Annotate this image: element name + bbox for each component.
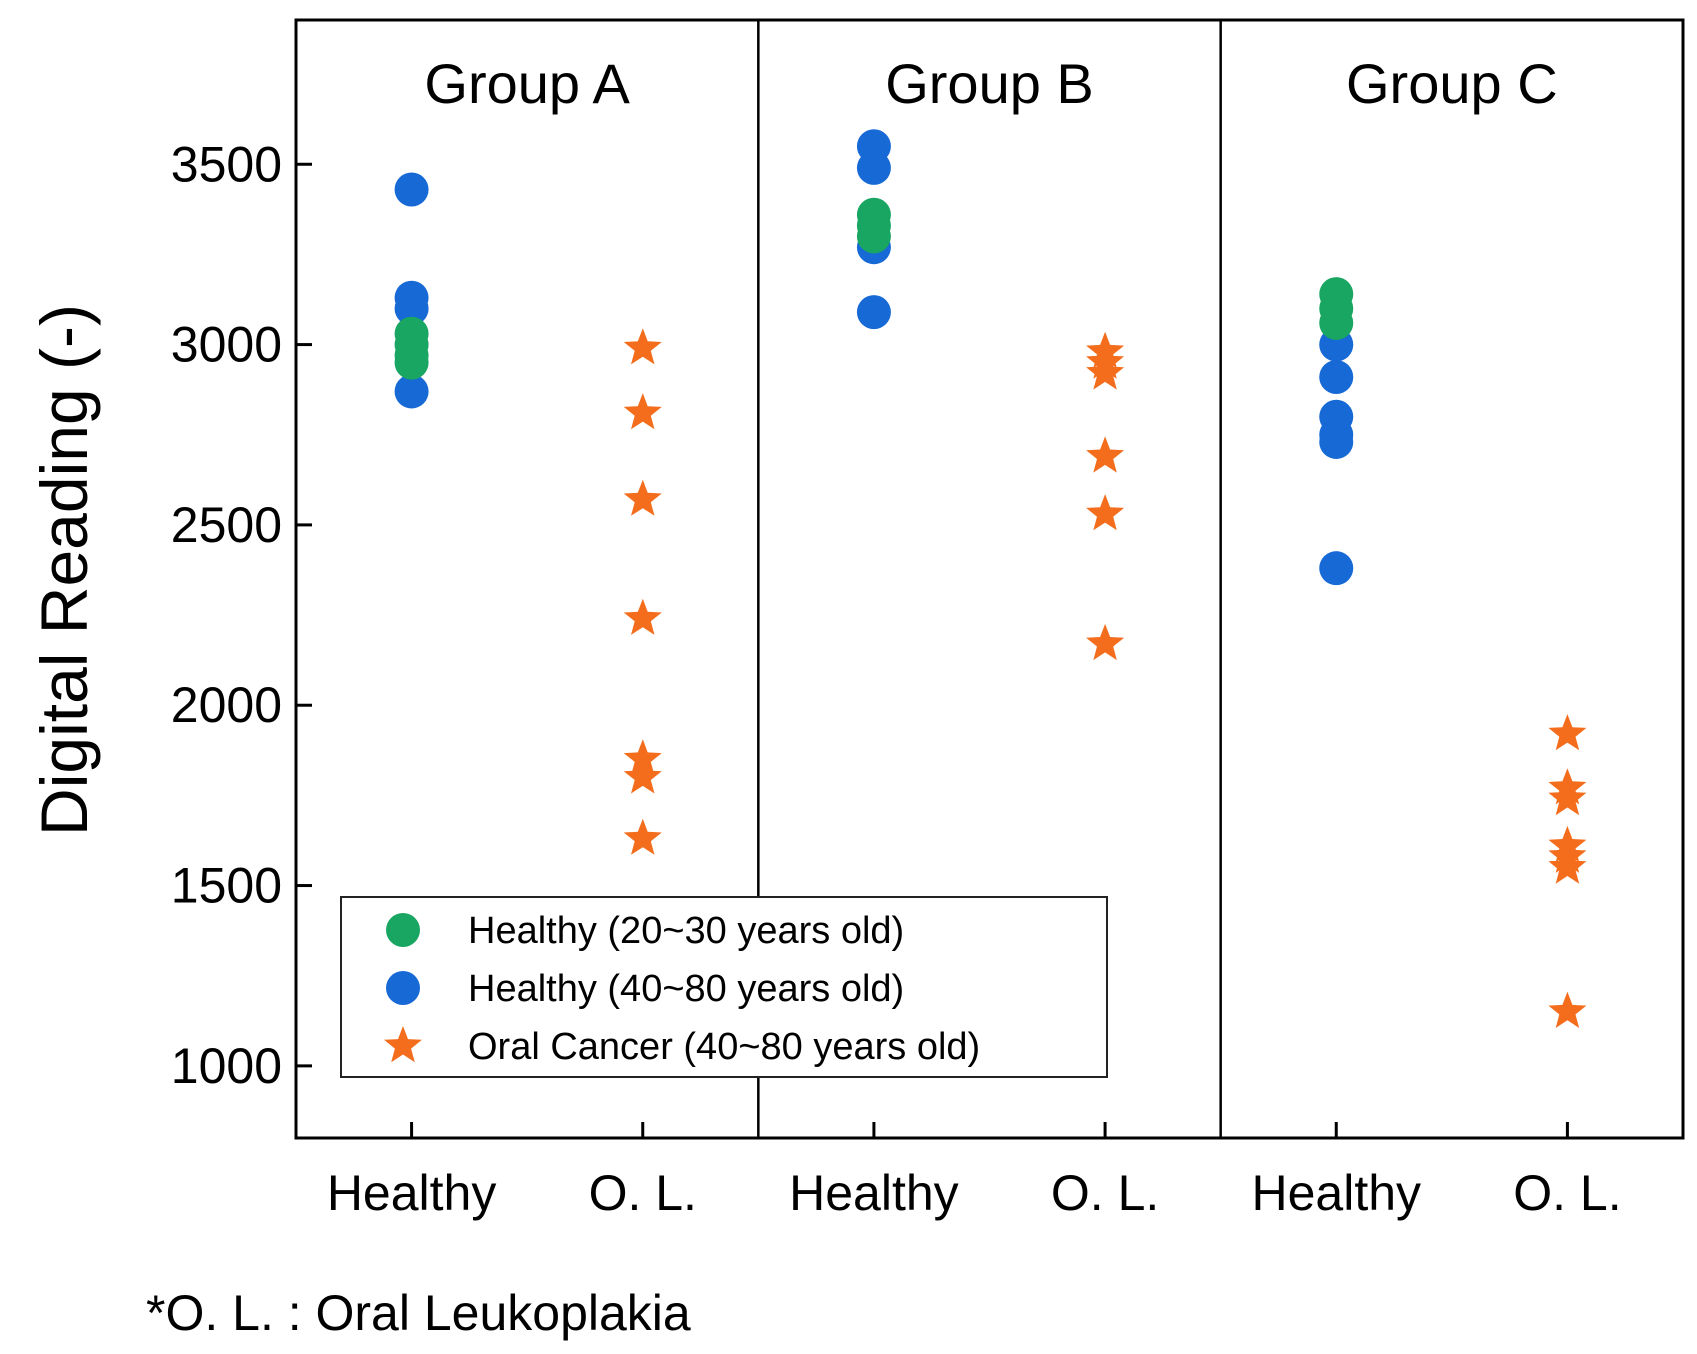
data-point-star xyxy=(1548,779,1587,816)
y-tick-label: 1000 xyxy=(171,1038,282,1094)
data-point-star xyxy=(623,328,662,365)
plot-frame xyxy=(294,18,1685,1140)
data-point-circle xyxy=(856,219,891,254)
x-tick-label: O. L. xyxy=(589,1165,697,1221)
data-point-star xyxy=(623,479,662,516)
data-point-star xyxy=(623,598,662,635)
data-point-star xyxy=(1086,353,1125,390)
data-point-star xyxy=(623,818,662,855)
panel-title: Group A xyxy=(424,52,630,115)
data-point-star xyxy=(623,739,662,776)
data-point-circle xyxy=(856,150,891,185)
x-tick-label: Healthy xyxy=(1251,1165,1421,1221)
data-point-circle xyxy=(394,172,429,207)
x-tick-label: O. L. xyxy=(1051,1165,1159,1221)
x-tick-label: O. L. xyxy=(1513,1165,1621,1221)
data-point-star xyxy=(1548,991,1587,1028)
data-point-star xyxy=(1548,847,1587,884)
y-tick-label: 3000 xyxy=(171,317,282,373)
data-point-circle xyxy=(1319,360,1354,395)
data-point-star xyxy=(623,757,662,794)
legend-label: Healthy (20~30 years old) xyxy=(468,910,904,952)
y-axis-title: Digital Reading (-) xyxy=(27,304,101,836)
data-point-circle xyxy=(394,374,429,409)
data-point-circle xyxy=(1319,305,1354,340)
legend: Healthy (20~30 years old) Healthy (40~80 … xyxy=(340,896,1108,1078)
marks-layer xyxy=(394,129,1587,1028)
data-point-star xyxy=(1548,714,1587,751)
data-point-star xyxy=(623,393,662,430)
axes-layer: 1000 1500 2000 2500 3000 3500 Group A Healthy O.… xyxy=(171,18,1685,1221)
y-tick-label: 2500 xyxy=(171,497,282,553)
panel-title: Group B xyxy=(885,52,1094,115)
y-tick-label: 3500 xyxy=(171,136,282,192)
data-point-circle xyxy=(1319,551,1354,586)
y-tick-label: 2000 xyxy=(171,677,282,733)
legend-marker-circle xyxy=(386,971,420,1005)
legend-marker-circle xyxy=(386,913,420,947)
data-point-star xyxy=(1086,623,1125,661)
data-point-circle xyxy=(1319,424,1354,459)
panel-title: Group C xyxy=(1346,52,1558,115)
footnote: *O. L. : Oral Leukoplakia xyxy=(146,1285,691,1341)
legend-label: Oral Cancer (40~80 years old) xyxy=(468,1026,980,1068)
data-point-circle xyxy=(394,291,429,326)
data-point-star xyxy=(1086,494,1125,531)
x-tick-label: Healthy xyxy=(789,1165,959,1221)
data-point-star xyxy=(1086,436,1125,473)
legend-box xyxy=(340,896,1108,1078)
legend-label: Healthy (40~80 years old) xyxy=(468,968,904,1010)
data-point-circle xyxy=(856,295,891,330)
y-tick-label: 1500 xyxy=(171,858,282,914)
x-tick-label: Healthy xyxy=(327,1165,497,1221)
legend-marker-star xyxy=(384,1026,422,1063)
data-point-circle xyxy=(394,345,429,380)
